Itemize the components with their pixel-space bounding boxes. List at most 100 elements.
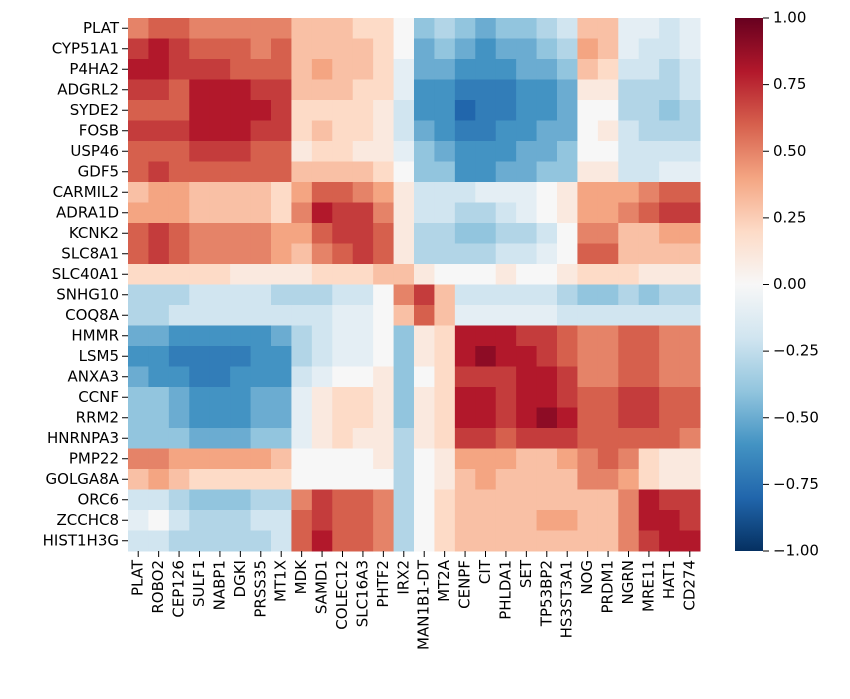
heatmap-cell [414, 38, 435, 60]
heatmap-cell [291, 161, 313, 183]
heatmap-cell [536, 428, 558, 449]
heatmap-cell [168, 18, 190, 39]
heatmap-cell [332, 366, 354, 388]
heatmap-cell [659, 141, 681, 162]
heatmap-cell [659, 79, 681, 101]
heatmap-cell [597, 243, 619, 265]
heatmap-cell [495, 18, 517, 39]
heatmap-cell [679, 346, 701, 367]
x-tick-label: IRX2 [394, 560, 412, 595]
heatmap-cell [495, 469, 517, 490]
heatmap-cell [679, 161, 701, 183]
heatmap-cell [414, 161, 435, 183]
heatmap-cell [352, 38, 374, 60]
heatmap-cell [209, 59, 231, 80]
heatmap-cell [311, 346, 333, 367]
heatmap-cell [434, 510, 456, 531]
heatmap-cell [414, 346, 435, 367]
heatmap-cell [414, 284, 435, 306]
heatmap-cell [128, 530, 149, 552]
heatmap-cell [250, 469, 272, 490]
heatmap-cell [475, 79, 497, 101]
heatmap-cell [250, 284, 272, 306]
heatmap-cell [189, 489, 211, 511]
heatmap-cell [557, 59, 578, 80]
heatmap-cell [557, 387, 578, 408]
heatmap-cell [373, 407, 395, 429]
heatmap-cell [618, 223, 640, 244]
heatmap-cell [250, 264, 272, 285]
heatmap-cell [516, 510, 538, 531]
heatmap-cell [271, 264, 292, 285]
heatmap-cell [638, 18, 660, 39]
heatmap-cell [475, 182, 497, 203]
heatmap-cell [454, 346, 476, 367]
heatmap-cell [332, 428, 354, 449]
heatmap-cell [250, 202, 272, 224]
heatmap-cell [618, 161, 640, 183]
x-tick-label: TP53BP2 [537, 560, 555, 627]
heatmap-cell [393, 346, 415, 367]
heatmap-cell [230, 305, 252, 326]
x-tick-label: PLAT [129, 559, 147, 596]
heatmap-cell [679, 141, 701, 162]
heatmap-cell [659, 243, 681, 265]
heatmap-cell [454, 428, 476, 449]
heatmap-cell [618, 59, 640, 80]
heatmap-cell [618, 120, 640, 142]
heatmap-cell [638, 366, 660, 388]
heatmap-cell [291, 407, 313, 429]
heatmap-cell [495, 100, 517, 121]
heatmap-cell [168, 407, 190, 429]
heatmap-cell [352, 530, 374, 552]
heatmap-cell [271, 305, 292, 326]
heatmap-cell [352, 428, 374, 449]
heatmap-cell [250, 18, 272, 39]
heatmap-cell [618, 38, 640, 60]
heatmap-cell [332, 448, 354, 470]
y-tick-label: USP46 [70, 142, 119, 160]
heatmap-cell [659, 202, 681, 224]
heatmap-cell [373, 120, 395, 142]
heatmap-cell [638, 38, 660, 60]
heatmap-cell [209, 325, 231, 347]
heatmap-cell [250, 223, 272, 244]
heatmap-cell [536, 510, 558, 531]
heatmap-cell [577, 489, 599, 511]
heatmap-cell [475, 59, 497, 80]
heatmap-cell [597, 141, 619, 162]
heatmap-cell [128, 18, 149, 39]
heatmap-cell [536, 448, 558, 470]
heatmap-cell [128, 428, 149, 449]
x-tick-label: CEP126 [170, 560, 188, 618]
heatmap-cell [128, 489, 149, 511]
heatmap-cell [250, 182, 272, 203]
heatmap-cell [475, 141, 497, 162]
heatmap-cell [271, 469, 292, 490]
heatmap-cell [230, 243, 252, 265]
heatmap-cell [393, 223, 415, 244]
heatmap-cell [475, 387, 497, 408]
colorbar-tick-label: −0.75 [773, 475, 819, 493]
heatmap-cell [454, 387, 476, 408]
heatmap-cell [250, 489, 272, 511]
heatmap-cell [618, 448, 640, 470]
heatmap-cell [638, 448, 660, 470]
heatmap-cell [638, 120, 660, 142]
heatmap-cell [373, 305, 395, 326]
heatmap-cell [311, 100, 333, 121]
heatmap-cell [291, 489, 313, 511]
heatmap-cell [516, 407, 538, 429]
heatmap-cell [414, 100, 435, 121]
heatmap-cell [189, 243, 211, 265]
heatmap-cell [250, 346, 272, 367]
heatmap-cell [311, 489, 333, 511]
heatmap-cell [250, 79, 272, 101]
x-tick-label: NOG [578, 560, 596, 595]
heatmap-cell [659, 387, 681, 408]
heatmap-cell [475, 161, 497, 183]
heatmap-cell [536, 264, 558, 285]
heatmap-cell [250, 161, 272, 183]
heatmap-cell [475, 223, 497, 244]
heatmap-cell [373, 448, 395, 470]
